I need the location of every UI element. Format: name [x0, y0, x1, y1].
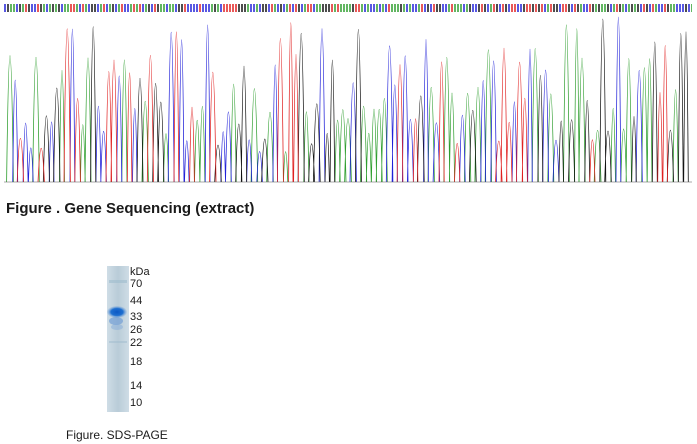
base-call-strip — [4, 4, 692, 12]
sequencing-caption: Figure . Gene Sequencing (extract) — [6, 200, 255, 217]
trace-t — [16, 22, 668, 183]
mw-marker-label: 70 — [130, 278, 143, 290]
mw-marker-label: 44 — [130, 295, 143, 307]
gel-lane-image — [107, 266, 129, 412]
kda-unit-label: kDa — [130, 266, 150, 278]
sequencing-chromatogram — [4, 2, 692, 186]
chromatogram-plot — [4, 4, 692, 183]
trace-g — [42, 19, 689, 183]
sds-page-gel — [107, 266, 159, 412]
sds-page-caption: Figure. SDS-PAGE — [66, 428, 168, 442]
mw-marker-label: 22 — [130, 337, 143, 349]
trace-c — [12, 16, 643, 183]
mw-marker-label: 33 — [130, 311, 143, 323]
mw-marker-label: 10 — [130, 397, 143, 409]
gel-lane — [107, 266, 129, 412]
mw-marker-label: 14 — [130, 380, 143, 392]
mw-marker-label: 18 — [130, 356, 143, 368]
trace-a — [6, 24, 679, 183]
mw-marker-label: 26 — [130, 324, 143, 336]
main-protein-band — [107, 306, 127, 318]
